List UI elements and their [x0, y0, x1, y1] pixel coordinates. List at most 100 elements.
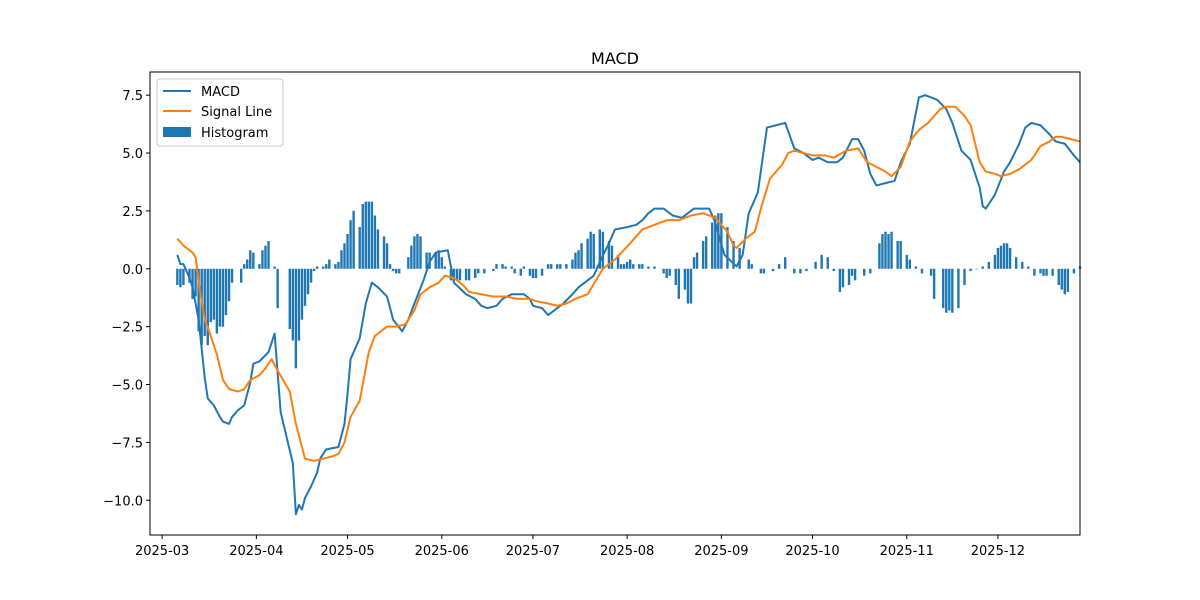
- histogram-bar: [647, 266, 650, 269]
- histogram-bar: [182, 268, 185, 285]
- histogram-bar: [577, 250, 580, 269]
- histogram-bar: [501, 264, 504, 269]
- histogram-bar: [340, 250, 343, 269]
- histogram-bar: [726, 227, 729, 269]
- histogram-bar: [495, 264, 498, 269]
- histogram-bar: [549, 264, 553, 269]
- histogram-bar: [176, 268, 179, 285]
- histogram-bar: [565, 264, 568, 269]
- histogram-bar: [246, 259, 249, 269]
- histogram-bar: [519, 268, 522, 276]
- macd-line: [176, 94, 1081, 516]
- x-tick-label: 2025-06: [415, 544, 469, 559]
- histogram-bar: [531, 268, 535, 279]
- histogram-bar: [179, 268, 182, 288]
- histogram-bar: [437, 250, 440, 269]
- histogram-bar: [1063, 268, 1066, 295]
- histogram-bar: [513, 268, 516, 274]
- histogram-bar: [425, 252, 428, 269]
- x-axis: 2025-03 2025-04 2025-05 2025-06 2025-07 2025-…: [135, 535, 1025, 559]
- histogram-bar: [586, 238, 589, 269]
- histogram-bar: [1057, 268, 1060, 285]
- histogram-bar: [899, 241, 902, 269]
- histogram-bar: [477, 268, 480, 274]
- histogram-bar: [455, 268, 459, 281]
- histogram-bar: [528, 268, 532, 276]
- histogram-bar: [1021, 261, 1024, 269]
- histogram-bar: [546, 264, 550, 269]
- histogram-bar: [370, 201, 374, 269]
- y-tick-label: 2.5: [122, 205, 143, 220]
- line-layer: [176, 94, 1081, 516]
- histogram-bar: [881, 234, 884, 269]
- histogram-bar: [449, 268, 453, 281]
- histogram-bar: [905, 254, 908, 269]
- histogram-bar: [209, 268, 212, 323]
- chart-title: MACD: [591, 49, 639, 68]
- histogram-bar: [443, 266, 446, 269]
- signal-line: [176, 105, 1081, 462]
- histogram-bar: [197, 268, 200, 332]
- histogram-bar: [762, 268, 766, 274]
- histogram-bar: [303, 268, 307, 306]
- histogram-bar: [215, 268, 219, 334]
- histogram-bar: [784, 257, 787, 269]
- histogram-bar: [996, 247, 1000, 269]
- histogram-bar: [382, 236, 386, 269]
- legend-macd-label: MACD: [201, 85, 240, 100]
- histogram-bar: [689, 268, 693, 304]
- histogram-bar: [747, 259, 750, 269]
- histogram-bar: [203, 268, 206, 336]
- histogram-bar: [932, 268, 936, 299]
- histogram-bar: [601, 231, 605, 269]
- histogram-bar: [261, 250, 264, 269]
- histogram-bar: [957, 268, 960, 309]
- histogram-bar: [793, 268, 796, 274]
- histogram-bar: [847, 268, 851, 285]
- histogram-bar: [218, 268, 222, 327]
- histogram-bar: [419, 236, 422, 269]
- histogram-bar: [884, 231, 887, 269]
- histogram-bar: [522, 266, 526, 269]
- histogram-bar: [662, 268, 665, 274]
- histogram-bar: [297, 268, 301, 341]
- histogram-bar: [312, 268, 316, 272]
- legend-histogram-swatch: [163, 127, 191, 137]
- histogram-bar: [580, 243, 583, 269]
- histogram-bar: [367, 201, 371, 269]
- histogram-bar: [452, 268, 456, 281]
- histogram-bar: [337, 261, 340, 269]
- histogram-bar: [510, 266, 513, 269]
- histogram-bar: [325, 264, 328, 269]
- histogram-bar: [674, 268, 677, 285]
- histogram-bar: [717, 213, 720, 269]
- legend-histogram-label: Histogram: [201, 126, 268, 141]
- y-tick-label: −10.0: [103, 494, 143, 509]
- histogram-bar: [264, 245, 267, 269]
- histogram-bar: [610, 245, 614, 269]
- histogram-bar: [194, 268, 197, 297]
- histogram-bar: [686, 268, 690, 304]
- histogram-bar: [863, 268, 866, 276]
- histogram-bar: [467, 268, 471, 281]
- histogram-layer: [176, 201, 1082, 369]
- histogram-bar: [574, 252, 577, 269]
- histogram-bar: [221, 268, 225, 327]
- histogram-bar: [632, 264, 635, 269]
- histogram-bar: [598, 229, 601, 269]
- histogram-bar: [391, 268, 395, 272]
- x-tick-label: 2025-11: [880, 544, 934, 559]
- histogram-bar: [908, 259, 911, 269]
- histogram-bar: [963, 268, 966, 285]
- histogram-bar: [771, 268, 775, 272]
- histogram-bar: [714, 215, 717, 269]
- x-tick-label: 2025-08: [600, 544, 654, 559]
- histogram-bar: [416, 234, 419, 269]
- histogram-bar: [334, 264, 337, 269]
- histogram-bar: [948, 268, 951, 311]
- histogram-bar: [850, 268, 854, 276]
- histogram-bar: [629, 259, 632, 269]
- histogram-bar: [239, 268, 243, 283]
- histogram-bar: [622, 264, 626, 269]
